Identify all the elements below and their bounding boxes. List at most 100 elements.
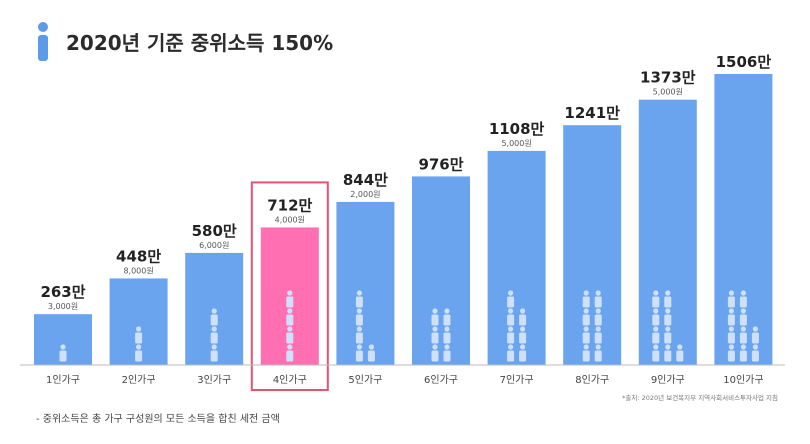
person-icon — [739, 290, 747, 308]
person-icon — [210, 326, 218, 344]
household-members-9 — [652, 290, 684, 362]
person-icon — [38, 22, 48, 61]
category-label: 4인가구 — [273, 374, 307, 386]
value-label: 844만 — [343, 171, 388, 189]
person-icon — [135, 326, 143, 344]
category-label: 7인가구 — [500, 374, 534, 386]
footnote: - 중위소득은 총 가구 구성원의 모든 소득을 합친 세전 금액 — [36, 412, 280, 425]
value-label: 1241만 — [564, 104, 620, 122]
person-icon — [739, 344, 747, 362]
bar-8 — [563, 125, 622, 366]
person-icon — [519, 326, 527, 344]
bar-4 — [260, 227, 319, 365]
person-icon — [443, 308, 451, 326]
person-icon — [594, 290, 602, 308]
person-icon — [519, 308, 527, 326]
bar-6 — [412, 176, 470, 365]
person-icon — [582, 290, 590, 308]
value-sub-label: 2,000원 — [350, 190, 380, 199]
person-icon — [664, 344, 672, 362]
person-icon — [507, 326, 515, 344]
person-icon — [355, 344, 363, 362]
person-icon — [507, 308, 515, 326]
household-members-10 — [727, 290, 759, 362]
household-members-8 — [582, 290, 602, 362]
person-icon — [727, 326, 735, 344]
person-icon — [431, 344, 439, 362]
person-icon — [594, 308, 602, 326]
person-icon — [652, 344, 660, 362]
person-icon — [431, 326, 439, 344]
person-icon — [355, 326, 363, 344]
value-label: 976만 — [418, 155, 463, 173]
person-icon — [507, 290, 515, 308]
value-label: 1506만 — [716, 53, 772, 71]
person-icon — [739, 326, 747, 344]
person-icon — [431, 308, 439, 326]
person-icon — [582, 344, 590, 362]
person-icon — [727, 290, 735, 308]
category-label: 9인가구 — [651, 374, 685, 386]
person-icon — [355, 308, 363, 326]
value-label: 1373만 — [640, 69, 696, 87]
person-icon — [286, 326, 294, 344]
person-icon — [355, 290, 363, 308]
category-label: 3인가구 — [197, 374, 231, 386]
person-icon — [286, 308, 294, 326]
household-members-3 — [210, 308, 218, 362]
person-icon — [652, 308, 660, 326]
household-members-7 — [507, 290, 527, 362]
value-sub-label: 8,000원 — [123, 266, 153, 275]
person-icon — [443, 326, 451, 344]
value-sub-label: 5,000원 — [653, 88, 683, 97]
person-icon — [582, 308, 590, 326]
bar-7 — [487, 150, 546, 365]
value-label: 712만 — [267, 196, 312, 214]
source-note: *출처: 2020년 보건복지부 지역사회서비스투자사업 지침 — [622, 393, 778, 402]
value-label: 1108만 — [489, 120, 545, 138]
category-label: 2인가구 — [122, 374, 156, 386]
value-sub-label: 6,000원 — [199, 241, 229, 250]
value-sub-label: 4,000원 — [275, 215, 305, 224]
person-icon — [59, 344, 67, 362]
person-icon — [443, 344, 451, 362]
household-members-2 — [135, 326, 143, 362]
person-icon — [210, 308, 218, 326]
person-icon — [652, 326, 660, 344]
category-label: 1인가구 — [46, 374, 80, 386]
chart-title: 2020년 기준 중위소득 150% — [66, 31, 333, 55]
person-icon — [286, 290, 294, 308]
category-label: 6인가구 — [424, 374, 458, 386]
category-label: 8인가구 — [575, 374, 609, 386]
person-icon — [594, 344, 602, 362]
value-label: 448만 — [116, 247, 161, 265]
household-members-5 — [355, 290, 375, 362]
value-label: 263만 — [40, 283, 85, 301]
person-icon — [739, 308, 747, 326]
person-icon — [727, 344, 735, 362]
person-icon — [664, 326, 672, 344]
person-icon — [286, 344, 294, 362]
highlight-frame — [250, 181, 329, 391]
person-icon — [664, 290, 672, 308]
person-icon — [664, 308, 672, 326]
person-icon — [727, 308, 735, 326]
value-sub-label: 5,000원 — [501, 139, 531, 148]
person-icon — [751, 326, 759, 344]
category-label: 10인가구 — [723, 374, 763, 386]
person-icon — [676, 344, 684, 362]
person-icon — [210, 344, 218, 362]
person-icon — [582, 326, 590, 344]
value-label: 580만 — [192, 222, 237, 240]
household-members-1 — [59, 344, 67, 362]
person-icon — [519, 344, 527, 362]
value-sub-label: 3,000원 — [48, 302, 78, 311]
household-members-4 — [286, 290, 294, 362]
person-icon — [507, 344, 515, 362]
person-icon — [594, 326, 602, 344]
person-icon — [751, 344, 759, 362]
person-icon — [367, 344, 375, 362]
household-members-6 — [431, 308, 451, 362]
